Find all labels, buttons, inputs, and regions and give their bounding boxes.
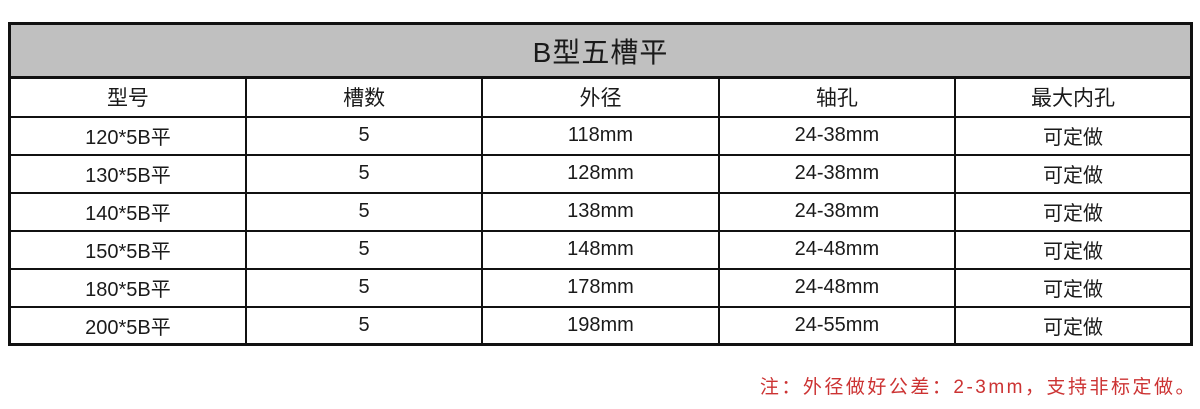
table-cell: 118mm bbox=[481, 115, 720, 156]
table-cell: 可定做 bbox=[954, 115, 1193, 156]
table-cell: 150*5B平 bbox=[8, 229, 247, 270]
table-cell: 24-38mm bbox=[717, 191, 957, 232]
table-cell: 24-38mm bbox=[717, 153, 957, 194]
spec-table: B型五槽平 型号 槽数 外径 轴孔 最大内孔 120*5B平 5 118mm 24-3… bbox=[8, 22, 1193, 346]
column-header-outer-dia: 外径 bbox=[481, 76, 720, 118]
column-header-shaft-bore: 轴孔 bbox=[717, 76, 957, 118]
table-cell: 120*5B平 bbox=[8, 115, 247, 156]
table-cell: 148mm bbox=[481, 229, 720, 270]
table-row: 130*5B平 5 128mm 24-38mm 可定做 bbox=[8, 153, 1193, 194]
title-row: B型五槽平 bbox=[8, 22, 1193, 79]
table-cell: 178mm bbox=[481, 267, 720, 308]
table-cell: 5 bbox=[244, 267, 484, 308]
table-cell: 5 bbox=[244, 229, 484, 270]
column-header-grooves: 槽数 bbox=[244, 76, 484, 118]
column-header-max-bore: 最大内孔 bbox=[954, 76, 1193, 118]
table-cell: 5 bbox=[244, 153, 484, 194]
table-cell: 可定做 bbox=[954, 153, 1193, 194]
table-row: 180*5B平 5 178mm 24-48mm 可定做 bbox=[8, 267, 1193, 308]
table-cell: 5 bbox=[244, 305, 484, 346]
table-cell: 24-48mm bbox=[717, 267, 957, 308]
table-cell: 198mm bbox=[481, 305, 720, 346]
table-row: 200*5B平 5 198mm 24-55mm 可定做 bbox=[8, 305, 1193, 346]
table-cell: 可定做 bbox=[954, 191, 1193, 232]
table-cell: 可定做 bbox=[954, 229, 1193, 270]
table-cell: 180*5B平 bbox=[8, 267, 247, 308]
table-row: 120*5B平 5 118mm 24-38mm 可定做 bbox=[8, 115, 1193, 156]
table-cell: 200*5B平 bbox=[8, 305, 247, 346]
table-cell: 可定做 bbox=[954, 267, 1193, 308]
table-cell: 5 bbox=[244, 191, 484, 232]
table-row: 140*5B平 5 138mm 24-38mm 可定做 bbox=[8, 191, 1193, 232]
table-cell: 130*5B平 bbox=[8, 153, 247, 194]
tolerance-note: 注：外径做好公差：2-3mm，支持非标定做。 bbox=[759, 377, 1197, 398]
table-cell: 24-48mm bbox=[717, 229, 957, 270]
table-cell: 138mm bbox=[481, 191, 720, 232]
column-header-model: 型号 bbox=[8, 76, 247, 118]
table-cell: 可定做 bbox=[954, 305, 1193, 346]
table-cell: 5 bbox=[244, 115, 484, 156]
table-cell: 24-55mm bbox=[717, 305, 957, 346]
table-cell: 128mm bbox=[481, 153, 720, 194]
table-row: 150*5B平 5 148mm 24-48mm 可定做 bbox=[8, 229, 1193, 270]
header-row: 型号 槽数 外径 轴孔 最大内孔 bbox=[8, 76, 1193, 118]
table-cell: 140*5B平 bbox=[8, 191, 247, 232]
table-cell: 24-38mm bbox=[717, 115, 957, 156]
table-title: B型五槽平 bbox=[8, 22, 1193, 79]
